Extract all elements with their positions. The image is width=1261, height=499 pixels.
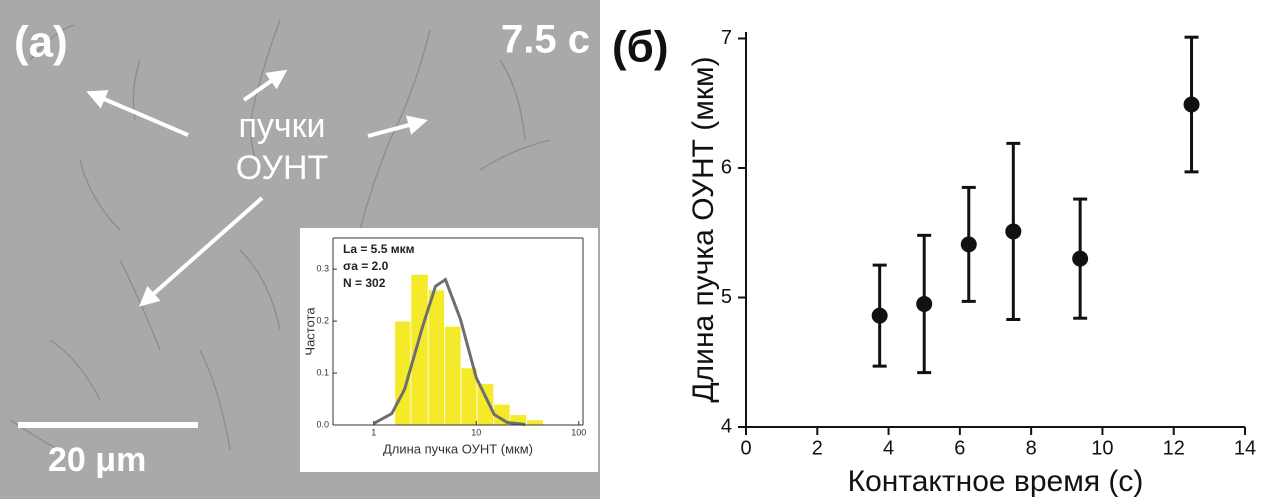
point <box>960 236 977 253</box>
x-tick-label: 1 <box>371 427 376 437</box>
y-tick-label: 6 <box>721 156 732 178</box>
point <box>1072 250 1089 267</box>
y-tick-label: 0.2 <box>316 315 329 325</box>
annotation: пучки <box>239 107 326 145</box>
bar <box>427 289 445 426</box>
x-tick-label: 6 <box>954 437 965 459</box>
scale-label: 20 μm <box>48 441 146 479</box>
x-tick-label: 4 <box>883 437 894 459</box>
bar <box>410 273 429 426</box>
x-axis-label: Длина пучка ОУНТ (мкм) <box>383 441 533 456</box>
y-tick-label: 4 <box>721 415 732 437</box>
stats-label: σa = 2.0 <box>343 259 389 273</box>
fit-curve <box>373 277 526 426</box>
x-tick-label: 8 <box>1026 437 1037 459</box>
x-tick-label: 12 <box>1163 437 1185 459</box>
x-tick-label: 10 <box>1091 437 1113 459</box>
arrows <box>86 69 428 307</box>
stats-label: La = 5.5 мкм <box>343 242 415 256</box>
y-axis-label: Частота <box>302 307 317 356</box>
bar <box>444 325 462 426</box>
x-tick-label: 2 <box>812 437 823 459</box>
x-tick-label: 10 <box>471 427 481 437</box>
stats-label: N = 302 <box>343 276 386 290</box>
y-tick-label: 0.1 <box>316 367 329 377</box>
x-tick-label: 14 <box>1234 437 1256 459</box>
sem-texture <box>9 19 551 451</box>
time-label: 7.5 с <box>501 18 590 62</box>
x-tick-label: 100 <box>571 427 586 437</box>
panel-label: (a) <box>14 18 68 67</box>
point <box>1183 96 1200 113</box>
bar <box>526 419 544 426</box>
annotation: ОУНТ <box>236 149 329 187</box>
point <box>916 295 933 312</box>
bar <box>476 383 495 426</box>
point <box>871 307 888 324</box>
y-tick-label: 5 <box>721 286 732 308</box>
y-tick-label: 0.0 <box>316 419 329 429</box>
y-axis-label: Длина пучка ОУНТ (мкм) <box>687 56 720 402</box>
panel-label: (б) <box>612 23 668 72</box>
y-tick-label: 7 <box>721 27 732 49</box>
x-axis-label: Контактное время (с) <box>848 465 1144 498</box>
point <box>1005 223 1022 240</box>
x-tick-label: 0 <box>740 437 751 459</box>
y-tick-label: 0.3 <box>316 264 329 274</box>
